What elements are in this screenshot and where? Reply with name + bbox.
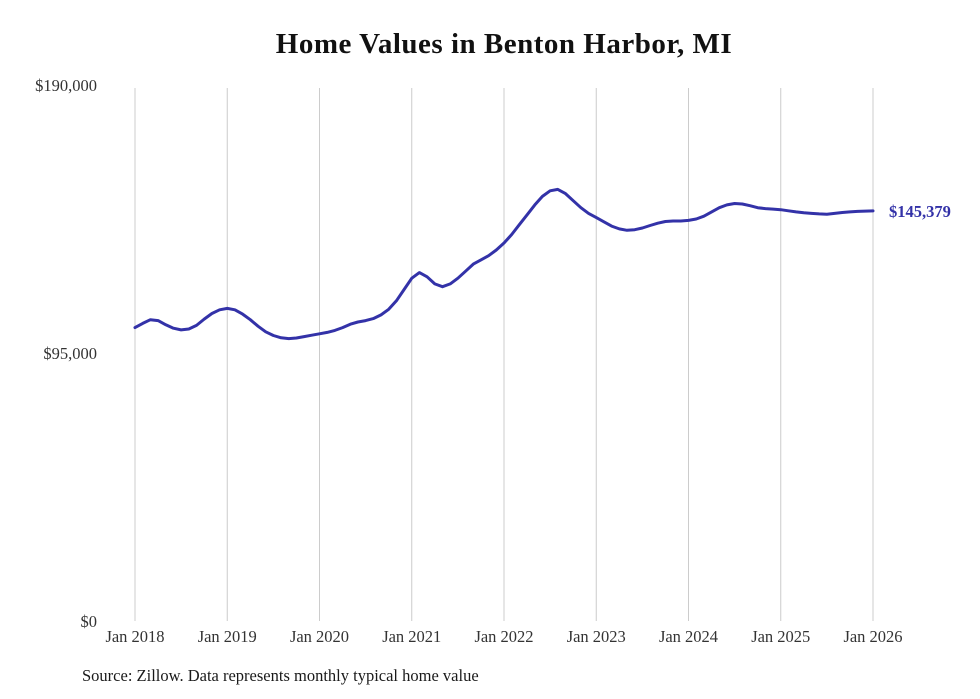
x-tick-label: Jan 2021 <box>382 627 441 646</box>
home-value-series-line <box>133 187 875 341</box>
x-tick-label: Jan 2019 <box>198 627 257 646</box>
x-tick-label: Jan 2026 <box>843 627 902 646</box>
x-tick-label: Jan 2022 <box>474 627 533 646</box>
x-tick-label: Jan 2024 <box>659 627 718 646</box>
x-tick-label: Jan 2020 <box>290 627 349 646</box>
source-note: Source: Zillow. Data represents monthly … <box>82 666 479 685</box>
chart-title: Home Values in Benton Harbor, MI <box>275 28 733 60</box>
x-tick-label: Jan 2025 <box>751 627 810 646</box>
y-tick-label: $95,000 <box>43 344 97 363</box>
x-tick-label: Jan 2023 <box>567 627 626 646</box>
y-tick-label: $0 <box>81 612 98 631</box>
y-tick-label: $190,000 <box>35 76 97 95</box>
end-value-label: $145,379 <box>889 202 951 221</box>
x-tick-label: Jan 2018 <box>105 627 164 646</box>
